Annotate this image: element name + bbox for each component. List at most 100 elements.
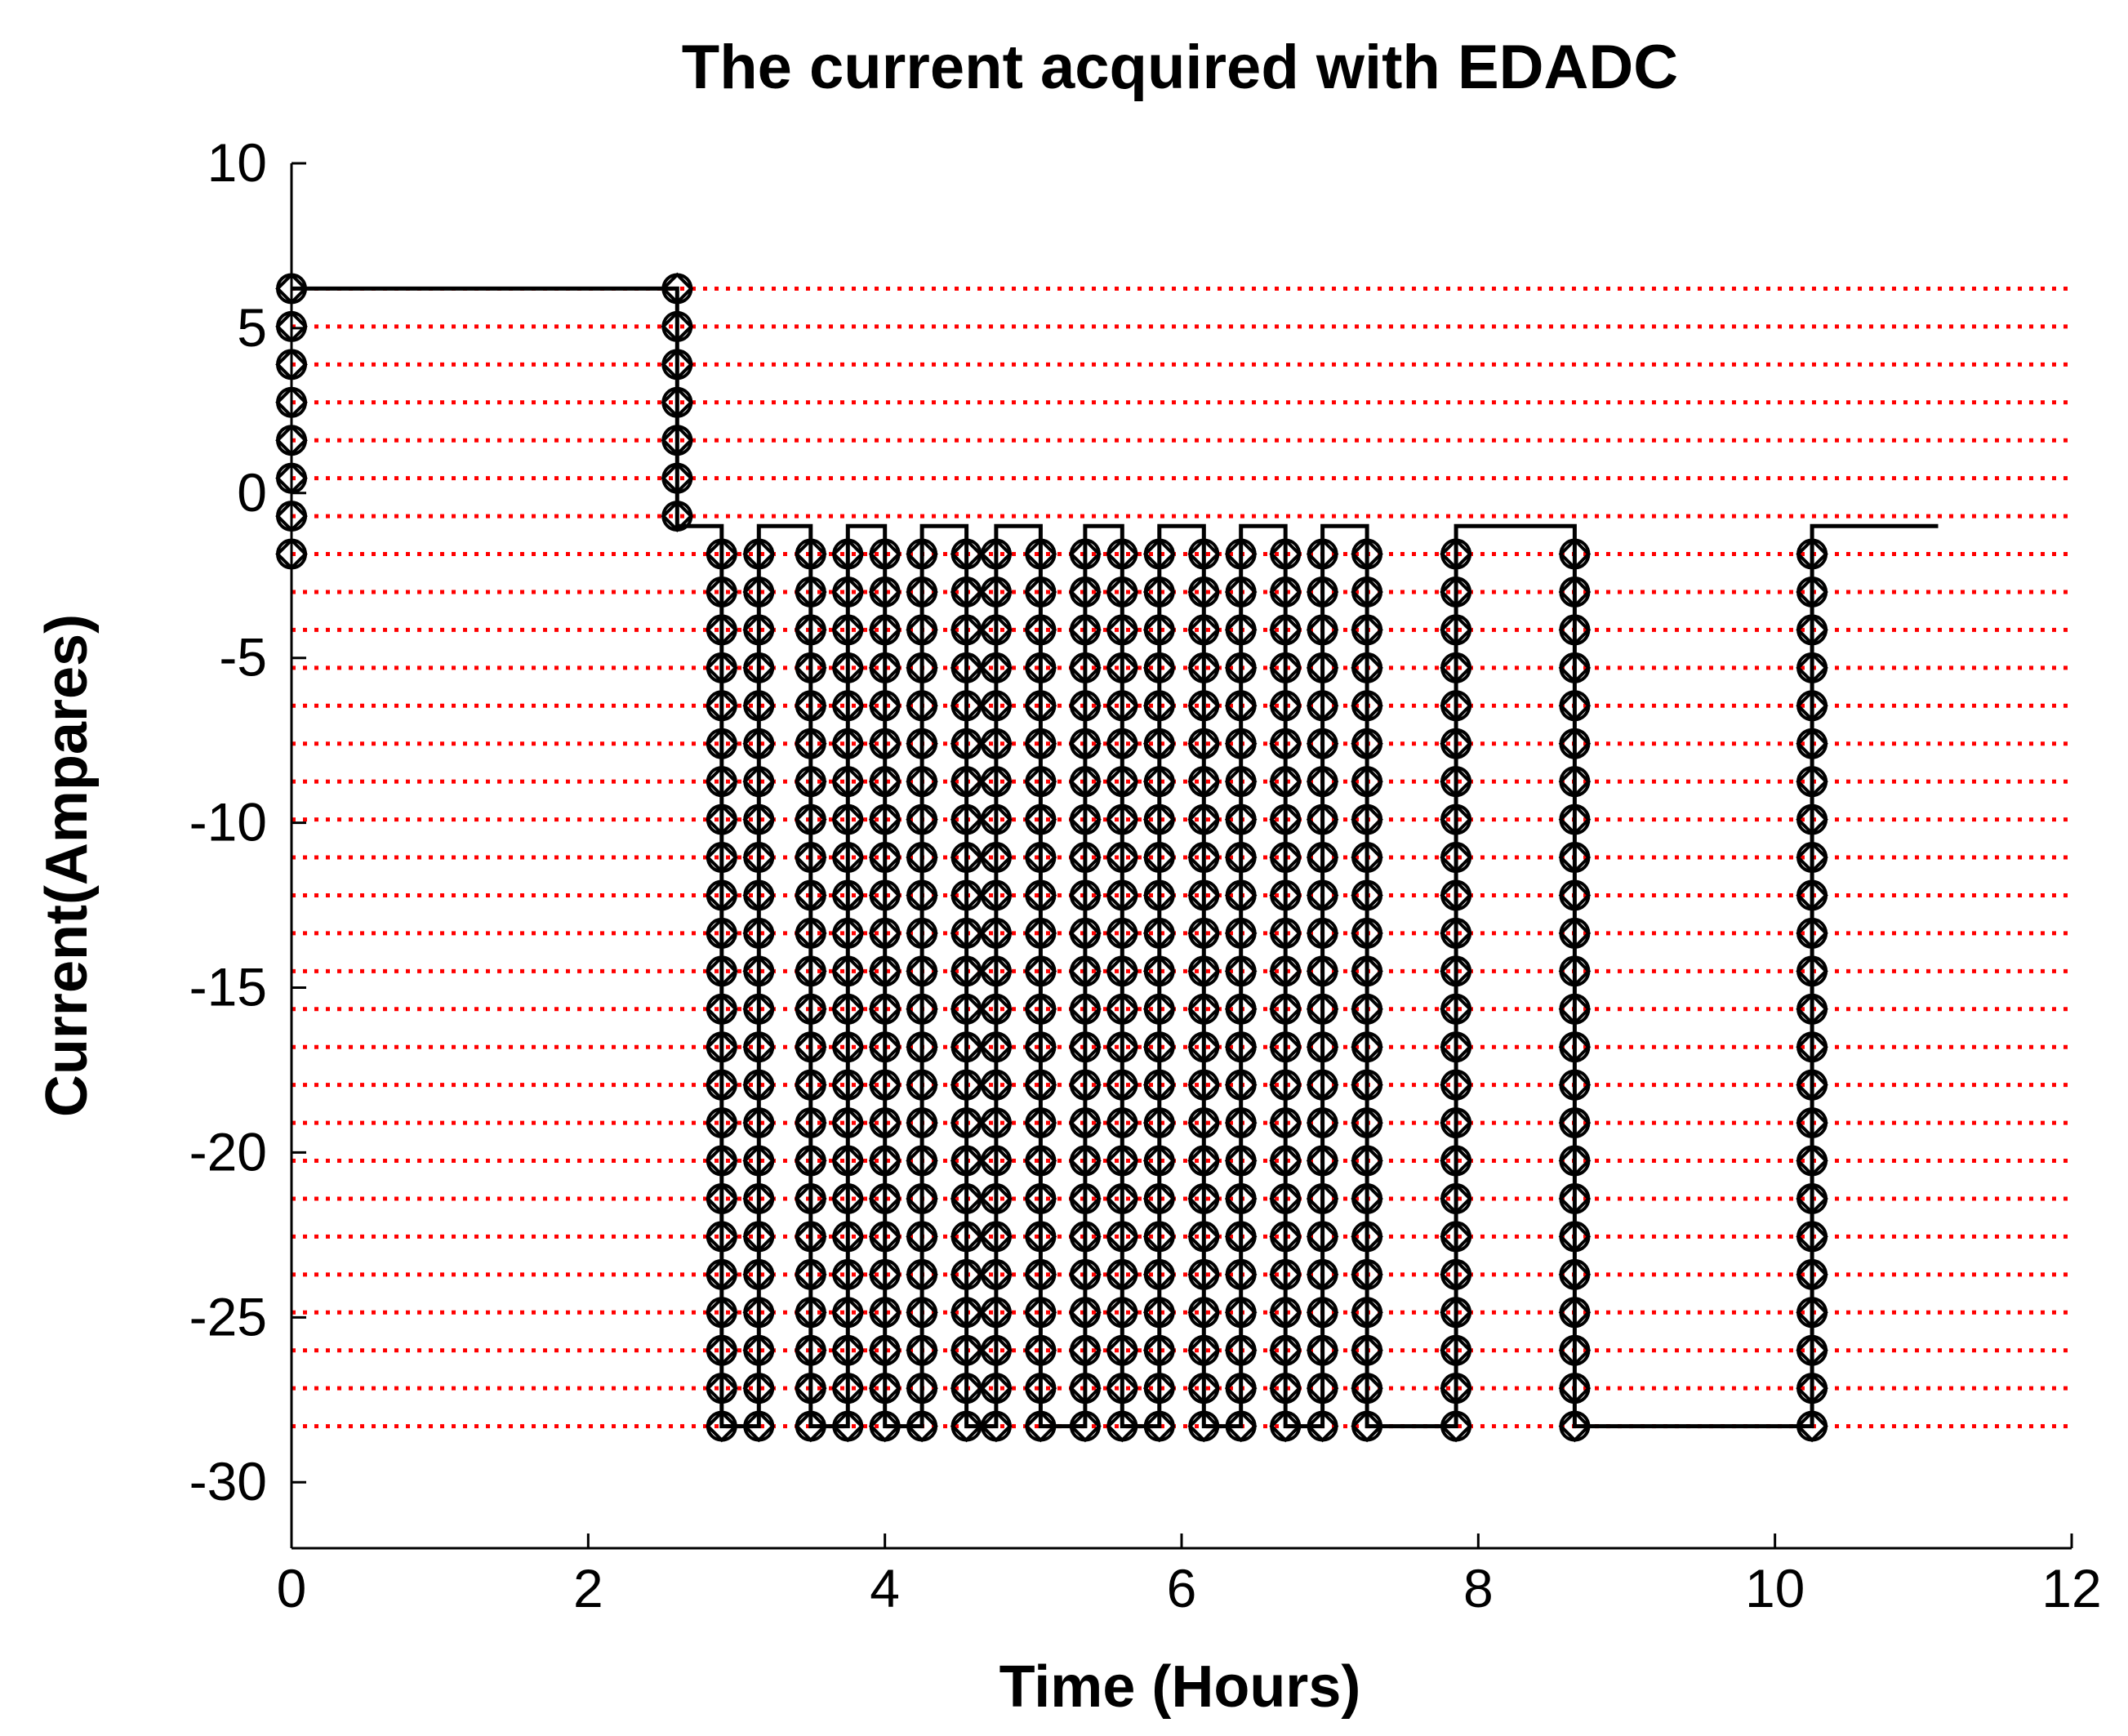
sample-marker-diamond <box>1351 1030 1383 1064</box>
sample-marker-diamond <box>1306 1333 1339 1367</box>
sample-marker-diamond <box>980 1030 1013 1064</box>
axes <box>290 162 2073 1550</box>
sample-marker-diamond <box>906 1144 938 1177</box>
sample-marker-diamond <box>706 803 738 836</box>
sample-marker-diamond <box>831 1106 865 1139</box>
sample-marker-diamond <box>1306 689 1339 723</box>
sample-marker-diamond <box>1558 613 1592 647</box>
sample-marker-diamond <box>1558 1068 1592 1102</box>
sample-marker-diamond <box>906 955 938 988</box>
sample-marker-diamond <box>1106 841 1139 874</box>
sample-marker-diamond <box>831 1333 865 1367</box>
sample-marker-diamond <box>831 576 865 608</box>
sample-marker-diamond <box>1269 689 1302 723</box>
sample-marker-diamond <box>1440 1144 1472 1177</box>
sample-marker-diamond <box>275 461 308 495</box>
sample-marker-diamond <box>1069 689 1102 723</box>
sample-marker-diamond <box>1142 1333 1176 1367</box>
sample-marker-diamond <box>1351 879 1383 912</box>
sample-marker-diamond <box>1306 1409 1339 1443</box>
sample-marker-diamond <box>1187 689 1221 723</box>
sample-marker-diamond <box>831 803 865 836</box>
sample-marker-diamond <box>868 727 902 760</box>
sample-marker-diamond <box>868 917 902 950</box>
sample-marker-diamond <box>706 955 738 988</box>
x-tick-label: 10 <box>1745 1558 1805 1618</box>
sample-marker-diamond <box>1269 803 1302 836</box>
sample-marker-diamond <box>980 652 1013 684</box>
sample-marker-diamond <box>868 1333 902 1367</box>
sample-marker-diamond <box>1558 1333 1592 1367</box>
sample-marker-diamond <box>1351 1106 1383 1139</box>
sample-marker-diamond <box>831 1030 865 1064</box>
sample-marker-diamond <box>1224 652 1258 684</box>
sample-marker-diamond <box>795 841 827 874</box>
sample-marker-diamond <box>1796 841 1828 874</box>
sample-marker-diamond <box>1224 689 1258 723</box>
sample-marker-diamond <box>1069 803 1102 836</box>
sample-marker-diamond <box>795 652 827 684</box>
sample-marker-diamond <box>1106 576 1139 608</box>
sample-marker-diamond <box>1142 1372 1176 1404</box>
sample-marker-diamond <box>1106 652 1139 684</box>
sample-marker-diamond <box>831 689 865 723</box>
sample-marker-diamond <box>1351 955 1383 988</box>
sample-marker-diamond <box>1796 1106 1828 1139</box>
sample-marker-diamond <box>1796 1220 1828 1253</box>
sample-marker-diamond <box>1187 1182 1221 1215</box>
sample-marker-diamond <box>1142 652 1176 684</box>
sample-marker-diamond <box>950 879 983 912</box>
sample-marker-diamond <box>1796 917 1828 950</box>
sample-marker-diamond <box>1224 879 1258 912</box>
sample-marker-diamond <box>1069 1030 1102 1064</box>
sample-marker-diamond <box>1796 879 1828 912</box>
sample-marker-diamond <box>906 879 938 912</box>
sample-marker-diamond <box>1106 765 1139 798</box>
sample-marker-diamond <box>1269 1068 1302 1102</box>
sample-marker-diamond <box>1224 1220 1258 1253</box>
sample-marker-diamond <box>661 424 694 457</box>
sample-marker-diamond <box>795 1333 827 1367</box>
sample-marker-diamond <box>1224 537 1258 571</box>
y-tick-label: -30 <box>189 1451 267 1511</box>
sample-marker-diamond <box>906 917 938 950</box>
sample-marker-diamond <box>1187 1220 1221 1253</box>
sample-marker-diamond <box>1440 1106 1472 1139</box>
y-tick-label: -10 <box>189 792 267 852</box>
sample-marker-diamond <box>1224 1258 1258 1291</box>
sample-marker-diamond <box>1269 879 1302 912</box>
sample-marker-diamond <box>1351 1220 1383 1253</box>
sample-marker-diamond <box>1024 1220 1057 1253</box>
sample-marker-diamond <box>950 917 983 950</box>
x-tick-label: 2 <box>573 1558 603 1618</box>
sample-marker-diamond <box>1224 613 1258 647</box>
sample-marker-diamond <box>795 955 827 988</box>
sample-marker-diamond <box>1351 689 1383 723</box>
sample-marker-diamond <box>1142 917 1176 950</box>
sample-marker-diamond <box>1187 1068 1221 1102</box>
sample-marker-diamond <box>1224 1372 1258 1404</box>
sample-marker-diamond <box>1440 841 1472 874</box>
sample-marker-diamond <box>1187 841 1221 874</box>
sample-marker-diamond <box>1106 1144 1139 1177</box>
y-tick-label: -5 <box>219 627 267 688</box>
sample-marker-diamond <box>1306 803 1339 836</box>
sample-marker-diamond <box>1269 1296 1302 1329</box>
sample-marker-diamond <box>1269 1372 1302 1404</box>
sample-marker-diamond <box>1440 917 1472 950</box>
sample-marker-diamond <box>1187 992 1221 1026</box>
sample-marker-diamond <box>1306 992 1339 1026</box>
sample-marker-diamond <box>661 385 694 419</box>
sample-marker-diamond <box>868 803 902 836</box>
sample-marker-diamond <box>706 1182 738 1215</box>
sample-marker-diamond <box>1440 727 1472 760</box>
sample-marker-diamond <box>1558 727 1592 760</box>
sample-marker-diamond <box>1440 992 1472 1026</box>
sample-marker-diamond <box>661 461 694 495</box>
sample-marker-diamond <box>831 992 865 1026</box>
sample-marker-diamond <box>906 1030 938 1064</box>
sample-marker-diamond <box>1269 917 1302 950</box>
sample-marker-diamond <box>706 1106 738 1139</box>
sample-marker-diamond <box>1269 1182 1302 1215</box>
